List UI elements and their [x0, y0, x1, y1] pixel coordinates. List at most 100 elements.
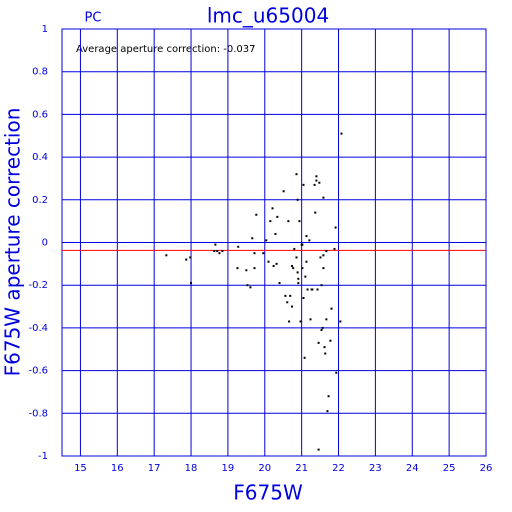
x-tick-label: 15 — [74, 463, 87, 474]
point — [218, 252, 221, 255]
point — [325, 250, 328, 253]
point — [317, 448, 320, 451]
point — [189, 256, 192, 259]
point — [291, 305, 294, 308]
point — [333, 247, 336, 250]
point — [322, 254, 325, 257]
point — [325, 318, 328, 321]
point — [327, 395, 330, 398]
point — [295, 173, 298, 176]
point — [293, 247, 296, 250]
point — [275, 262, 278, 265]
x-tick-label: 21 — [295, 463, 308, 474]
point — [305, 235, 308, 238]
point — [255, 213, 258, 216]
point — [303, 356, 306, 359]
point — [246, 284, 249, 287]
point — [301, 243, 304, 246]
x-axis-label: F675W — [233, 481, 303, 505]
point — [340, 132, 343, 135]
point — [302, 183, 305, 186]
point — [315, 179, 318, 182]
point — [185, 258, 188, 261]
point — [249, 286, 252, 289]
point — [245, 269, 248, 272]
x-tick-label: 18 — [185, 463, 198, 474]
point — [314, 211, 317, 214]
point — [165, 254, 168, 257]
point — [324, 352, 327, 355]
point — [321, 326, 324, 329]
y-tick-label: -0.6 — [28, 366, 48, 377]
point — [253, 267, 256, 270]
y-tick-label: -0.4 — [28, 323, 48, 334]
chart-title: lmc_u65004 — [207, 4, 329, 28]
point — [317, 341, 320, 344]
y-tick-label: 0.2 — [32, 195, 48, 206]
point — [286, 301, 289, 304]
point — [335, 371, 338, 374]
point — [322, 267, 325, 270]
point — [251, 237, 254, 240]
point — [320, 284, 323, 287]
point — [221, 250, 224, 253]
y-axis-label: F675W aperture correction — [1, 108, 25, 377]
x-tick-label: 24 — [406, 463, 419, 474]
point — [272, 264, 275, 267]
point — [313, 183, 316, 186]
point — [296, 198, 299, 201]
x-tick-label: 16 — [111, 463, 124, 474]
y-tick-label: -1 — [38, 451, 48, 462]
point — [318, 181, 321, 184]
point — [190, 282, 193, 285]
point — [296, 271, 299, 274]
y-tick-label: 0.6 — [32, 109, 48, 120]
point — [236, 267, 239, 270]
point — [315, 175, 318, 178]
point — [323, 346, 326, 349]
point — [237, 245, 240, 248]
x-tick-label: 17 — [148, 463, 161, 474]
point — [298, 220, 301, 223]
point — [276, 215, 279, 218]
point — [311, 288, 314, 291]
point — [269, 220, 272, 223]
x-tick-label: 19 — [222, 463, 235, 474]
point — [306, 288, 309, 291]
point — [267, 260, 270, 263]
point — [265, 239, 268, 242]
y-tick-label: 0 — [42, 238, 48, 249]
point — [271, 207, 274, 210]
subtitle: PC — [85, 11, 102, 26]
x-tick-label: 22 — [332, 463, 345, 474]
point — [326, 410, 329, 413]
point — [282, 190, 285, 193]
point — [214, 243, 217, 246]
point — [288, 320, 291, 323]
point — [320, 329, 323, 332]
point — [253, 252, 256, 255]
point — [216, 250, 219, 253]
point — [309, 318, 312, 321]
point — [287, 220, 290, 223]
point — [305, 260, 308, 263]
x-tick-label: 25 — [443, 463, 456, 474]
point — [299, 320, 302, 323]
y-tick-label: -0.2 — [28, 280, 48, 291]
point — [274, 232, 277, 235]
y-tick-label: -0.8 — [28, 408, 48, 419]
point — [322, 196, 325, 199]
x-tick-label: 26 — [480, 463, 493, 474]
point — [302, 297, 305, 300]
point — [334, 226, 337, 229]
point — [316, 288, 319, 291]
point — [295, 256, 298, 259]
x-tick-label: 23 — [369, 463, 382, 474]
point — [329, 339, 332, 342]
point — [284, 294, 287, 297]
point — [213, 250, 216, 253]
point — [339, 320, 342, 323]
point — [289, 294, 292, 297]
y-tick-label: 0.8 — [32, 67, 48, 78]
